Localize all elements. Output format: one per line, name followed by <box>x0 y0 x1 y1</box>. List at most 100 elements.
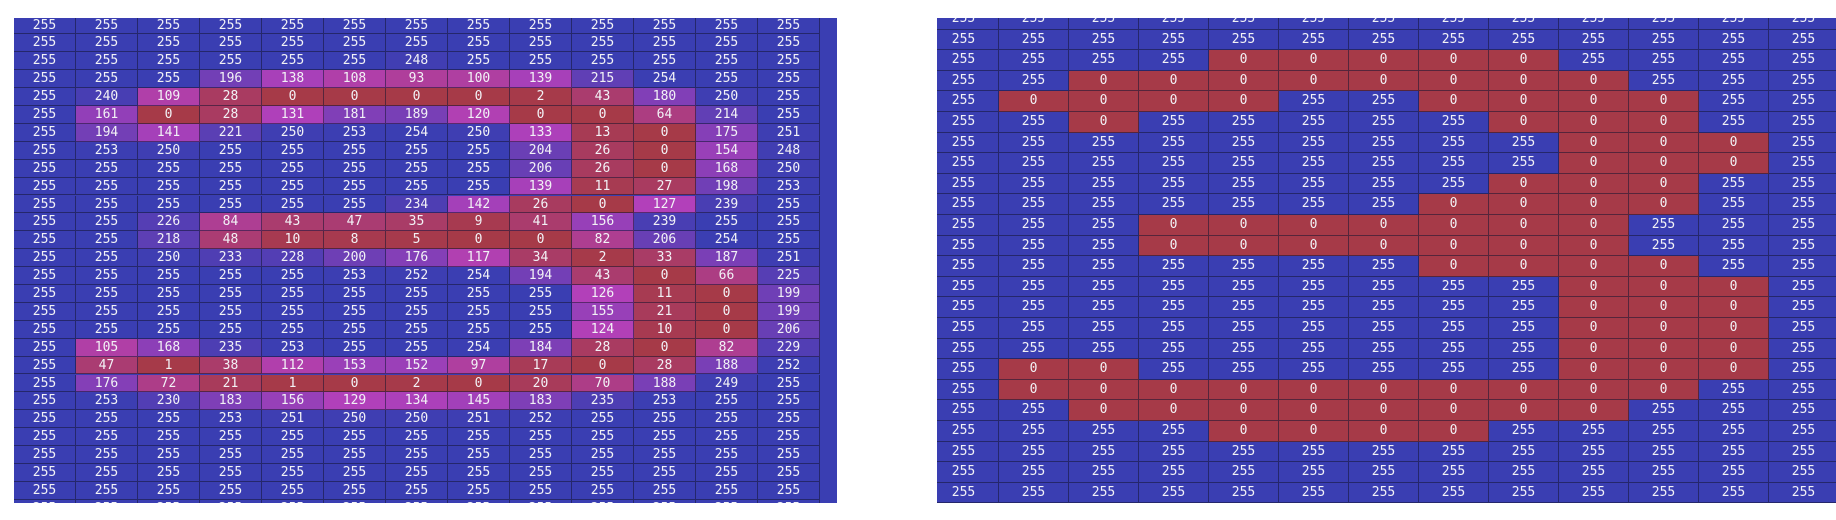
pixel-cell: 0 <box>634 338 696 357</box>
pixel-cell: 255 <box>448 177 510 196</box>
pixel-cell: 253 <box>324 267 386 285</box>
pixel-cell: 253 <box>262 338 324 357</box>
pixel-cell: 0 <box>1559 215 1629 236</box>
pixel-cell: 255 <box>1279 29 1349 51</box>
pixel-cell: 194 <box>76 123 138 142</box>
pixel-cell: 153 <box>324 356 386 375</box>
pixel-cell: 255 <box>510 499 572 503</box>
pixel-cell: 139 <box>510 70 572 89</box>
pixel-cell: 2 <box>572 249 634 268</box>
pixel-cell: 255 <box>138 410 200 429</box>
pixel-cell: 255 <box>76 34 138 53</box>
pixel-cell: 255 <box>76 410 138 429</box>
pixel-cell: 255 <box>1349 318 1419 339</box>
pixel-cell: 255 <box>138 499 200 503</box>
pixel-cell: 255 <box>1139 112 1209 133</box>
pixel-cell: 255 <box>1629 441 1699 463</box>
pixel-cell: 255 <box>634 446 696 464</box>
pixel-cell: 255 <box>262 195 324 214</box>
pixel-cell: 255 <box>14 285 76 303</box>
pixel-cell: 161 <box>76 106 138 124</box>
pixel-cell: 0 <box>510 231 572 250</box>
pixel-cell: 0 <box>1629 91 1699 112</box>
pixel-cell: 139 <box>510 177 572 196</box>
pixel-cell: 255 <box>572 34 634 53</box>
pixel-cell: 255 <box>758 213 820 232</box>
pixel-cell: 255 <box>1209 359 1279 380</box>
pixel-cell: 254 <box>448 338 510 357</box>
pixel-cell: 0 <box>1279 70 1349 92</box>
pixel-cell: 255 <box>262 18 324 35</box>
pixel-cell: 255 <box>1629 215 1699 236</box>
pixel-cell: 255 <box>324 302 386 321</box>
pixel-cell: 255 <box>758 481 820 500</box>
pixel-cell: 156 <box>262 392 324 411</box>
pixel-cell: 0 <box>262 88 324 106</box>
pixel-cell: 255 <box>999 421 1069 442</box>
pixel-cell: 255 <box>999 400 1069 421</box>
pixel-cell: 255 <box>1349 276 1419 298</box>
pixel-cell: 28 <box>200 106 262 124</box>
pixel-cell: 255 <box>999 153 1069 174</box>
pixel-cell: 255 <box>386 499 448 503</box>
pixel-cell: 0 <box>1419 256 1489 277</box>
pixel-cell: 255 <box>448 499 510 503</box>
pixel-cell: 129 <box>324 392 386 411</box>
pixel-cell: 255 <box>386 285 448 303</box>
pixel-cell: 255 <box>262 428 324 447</box>
pixel-cell: 255 <box>1279 318 1349 339</box>
pixel-cell: 255 <box>937 421 999 442</box>
pixel-cell: 255 <box>1349 173 1419 195</box>
pixel-cell: 255 <box>1769 256 1836 277</box>
pixel-cell: 255 <box>696 213 758 232</box>
pixel-cell: 255 <box>262 52 324 71</box>
pixel-cell: 255 <box>14 356 76 375</box>
pixel-cell: 34 <box>510 249 572 268</box>
pixel-cell: 255 <box>1209 29 1279 51</box>
pixel-cell: 255 <box>1349 338 1419 360</box>
pixel-cell: 255 <box>999 50 1069 71</box>
pixel-cell: 255 <box>14 446 76 464</box>
pixel-cell: 255 <box>937 276 999 298</box>
pixel-cell: 255 <box>324 52 386 71</box>
pixel-cell: 255 <box>758 88 820 106</box>
pixel-cell: 255 <box>448 18 510 35</box>
pixel-cell: 0 <box>1069 70 1139 92</box>
pixel-cell: 255 <box>1699 29 1769 51</box>
pixel-cell: 2 <box>510 88 572 106</box>
pixel-cell: 0 <box>1139 91 1209 112</box>
pixel-cell: 255 <box>510 464 572 482</box>
pixel-cell: 255 <box>1209 276 1279 298</box>
pixel-cell: 255 <box>758 392 820 411</box>
pixel-cell: 0 <box>448 88 510 106</box>
pixel-cell: 176 <box>76 374 138 393</box>
pixel-cell: 255 <box>572 464 634 482</box>
pixel-cell: 131 <box>262 106 324 124</box>
pixel-cell: 218 <box>138 231 200 250</box>
pixel-cell: 0 <box>1209 235 1279 257</box>
pixel-cell: 255 <box>1209 482 1279 503</box>
pixel-cell: 255 <box>14 428 76 447</box>
pixel-cell: 250 <box>448 123 510 142</box>
pixel-cell: 255 <box>999 194 1069 215</box>
pixel-cell: 255 <box>937 297 999 318</box>
pixel-cell: 255 <box>999 215 1069 236</box>
pixel-cell: 0 <box>1559 194 1629 215</box>
pixel-cell: 255 <box>386 446 448 464</box>
pixel-cell: 255 <box>76 320 138 339</box>
pixel-cell: 255 <box>14 464 76 482</box>
pixel-cell: 255 <box>696 446 758 464</box>
pixel-cell: 255 <box>1349 359 1419 380</box>
pixel-cell: 255 <box>1769 29 1836 51</box>
pixel-cell: 0 <box>1209 400 1279 421</box>
pixel-cell: 255 <box>1629 421 1699 442</box>
pixel-cell: 255 <box>1209 173 1279 195</box>
pixel-cell: 255 <box>200 320 262 339</box>
pixel-cell: 255 <box>937 112 999 133</box>
pixel-cell: 255 <box>448 464 510 482</box>
pixel-cell: 0 <box>1349 379 1419 401</box>
pixel-cell: 255 <box>510 481 572 500</box>
pixel-cell: 11 <box>572 177 634 196</box>
pixel-cell: 255 <box>14 177 76 196</box>
pixel-cell: 255 <box>1489 18 1559 30</box>
